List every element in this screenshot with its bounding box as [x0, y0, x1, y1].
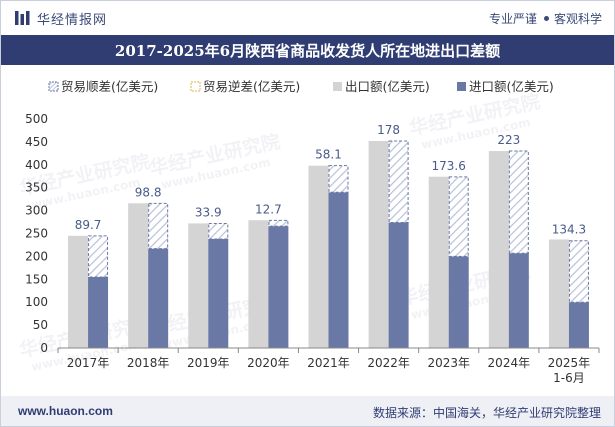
bar-group: 33.9 [188, 205, 229, 348]
legend-swatch [457, 82, 466, 91]
surplus-bar [88, 235, 109, 278]
tagline: 专业严谨 客观科学 [489, 10, 602, 27]
data-label: 178 [377, 123, 400, 137]
tagline-left: 专业严谨 [488, 12, 537, 26]
chart-title: 2017-2025年6月陕西省商品收发货人所在地进出口差额 [114, 41, 501, 60]
y-tick-label: 50 [33, 318, 48, 332]
export-bar [488, 151, 509, 348]
bar-group: 12.7 [248, 202, 289, 348]
export-bar [428, 176, 449, 348]
y-tick-label: 300 [25, 204, 48, 218]
header-bar: 华经情报网 专业严谨 客观科学 [1, 1, 614, 35]
footer: www.huaon.com 数据来源：中国海关，华经产业研究院整理 [1, 396, 614, 426]
bar-group: 173.6 [428, 159, 469, 348]
legend-item: 出口额(亿美元) [333, 79, 430, 94]
x-tick-label: 2023年 [427, 356, 470, 370]
surplus-bar [148, 202, 169, 250]
x-tick-label: 2022年 [367, 356, 410, 370]
bars: 89.7 98.8 33.9 12.7 58.1 178 173.6 223 134.3 [68, 123, 589, 348]
title-bar: 2017-2025年6月陕西省商品收发货人所在地进出口差额 [1, 35, 614, 65]
import-bar [208, 238, 229, 348]
brand-name: 华经情报网 [37, 12, 108, 28]
export-bar [548, 239, 569, 348]
export-bar [368, 140, 389, 348]
bar-group: 134.3 [548, 223, 589, 348]
y-tick-label: 0 [40, 341, 48, 355]
export-bar [188, 223, 209, 348]
x-tick-label: 2020年 [247, 356, 290, 370]
legend-label: 进口额(亿美元) [469, 79, 554, 94]
x-tick-label: 2017年 [67, 356, 110, 370]
footer-source: 数据来源：中国海关，华经产业研究院整理 [372, 406, 601, 420]
import-bar [148, 248, 169, 348]
data-label: 33.9 [195, 205, 222, 219]
surplus-bar [568, 240, 589, 303]
data-label: 134.3 [552, 223, 586, 237]
legend-item: 贸易逆差(亿美元) [190, 79, 300, 94]
y-tick-label: 250 [25, 227, 48, 241]
import-bar [328, 192, 349, 348]
export-bar [248, 220, 269, 348]
bar-group: 178 [368, 123, 409, 348]
surplus-bar [448, 176, 469, 257]
y-tick-label: 200 [25, 249, 48, 263]
import-bar [88, 277, 109, 348]
data-label: 173.6 [432, 159, 466, 173]
x-tick-label: 2024年 [488, 356, 531, 370]
data-label: 89.7 [75, 218, 102, 232]
x-tick-label: 2018年 [127, 356, 170, 370]
surplus-bar [388, 140, 409, 224]
chart: 华经产业研究院www.huaon.com华经产业研究院www.huaon.com… [17, 79, 600, 385]
legend-label: 贸易逆差(亿美元) [203, 79, 300, 94]
legend-label: 出口额(亿美元) [345, 79, 430, 94]
legend-item: 进口额(亿美元) [457, 79, 554, 94]
surplus-bar [208, 222, 229, 240]
surplus-bar [508, 150, 529, 254]
y-axis: 0 50 100 150 200 250 300 350 400 450 500 [25, 112, 48, 355]
x-tick-label: 2025年 1-6月 [548, 356, 591, 385]
bar-group: 89.7 [68, 218, 109, 348]
x-axis: 2017年 2018年 2019年 2020年 2021年 2022年 2023年 2024年… [57, 347, 600, 385]
data-label: 223 [497, 133, 520, 147]
x-tick-label: 2019年 [187, 356, 230, 370]
import-bar [508, 253, 529, 348]
bar-group: 223 [488, 133, 529, 348]
import-bar [268, 226, 289, 348]
tagline-dot-icon [543, 16, 549, 21]
export-bar [68, 235, 89, 348]
data-label: 12.7 [255, 202, 282, 216]
brand: 华经情报网 [15, 9, 108, 28]
y-tick-label: 400 [25, 158, 48, 172]
bar-group: 98.8 [128, 185, 169, 348]
x-tick-label: 2021年 [307, 356, 350, 370]
legend-swatch [333, 82, 342, 91]
y-tick-label: 150 [25, 272, 48, 286]
export-bar [308, 165, 329, 348]
y-tick-label: 450 [25, 135, 48, 149]
bar-group: 58.1 [308, 148, 349, 348]
tagline-right: 客观科学 [553, 12, 602, 26]
export-bar [128, 203, 149, 348]
import-bar [568, 302, 589, 348]
brand-logo-icon [15, 11, 30, 25]
surplus-bar [268, 219, 289, 227]
y-tick-label: 100 [25, 295, 48, 309]
legend-swatch [190, 81, 201, 92]
data-label: 58.1 [315, 148, 342, 162]
legend-item: 贸易顺差(亿美元) [48, 79, 158, 94]
surplus-bar [328, 165, 349, 193]
import-bar [388, 222, 409, 348]
data-label: 98.8 [135, 185, 162, 199]
y-tick-label: 350 [25, 181, 48, 195]
legend: 贸易顺差(亿美元) 贸易逆差(亿美元) 出口额(亿美元) 进口额(亿美元) [48, 79, 554, 94]
footer-website: www.huaon.com [18, 404, 113, 418]
legend-label: 贸易顺差(亿美元) [61, 79, 158, 94]
import-bar [448, 256, 469, 348]
legend-swatch [48, 81, 59, 92]
y-tick-label: 500 [25, 112, 48, 126]
